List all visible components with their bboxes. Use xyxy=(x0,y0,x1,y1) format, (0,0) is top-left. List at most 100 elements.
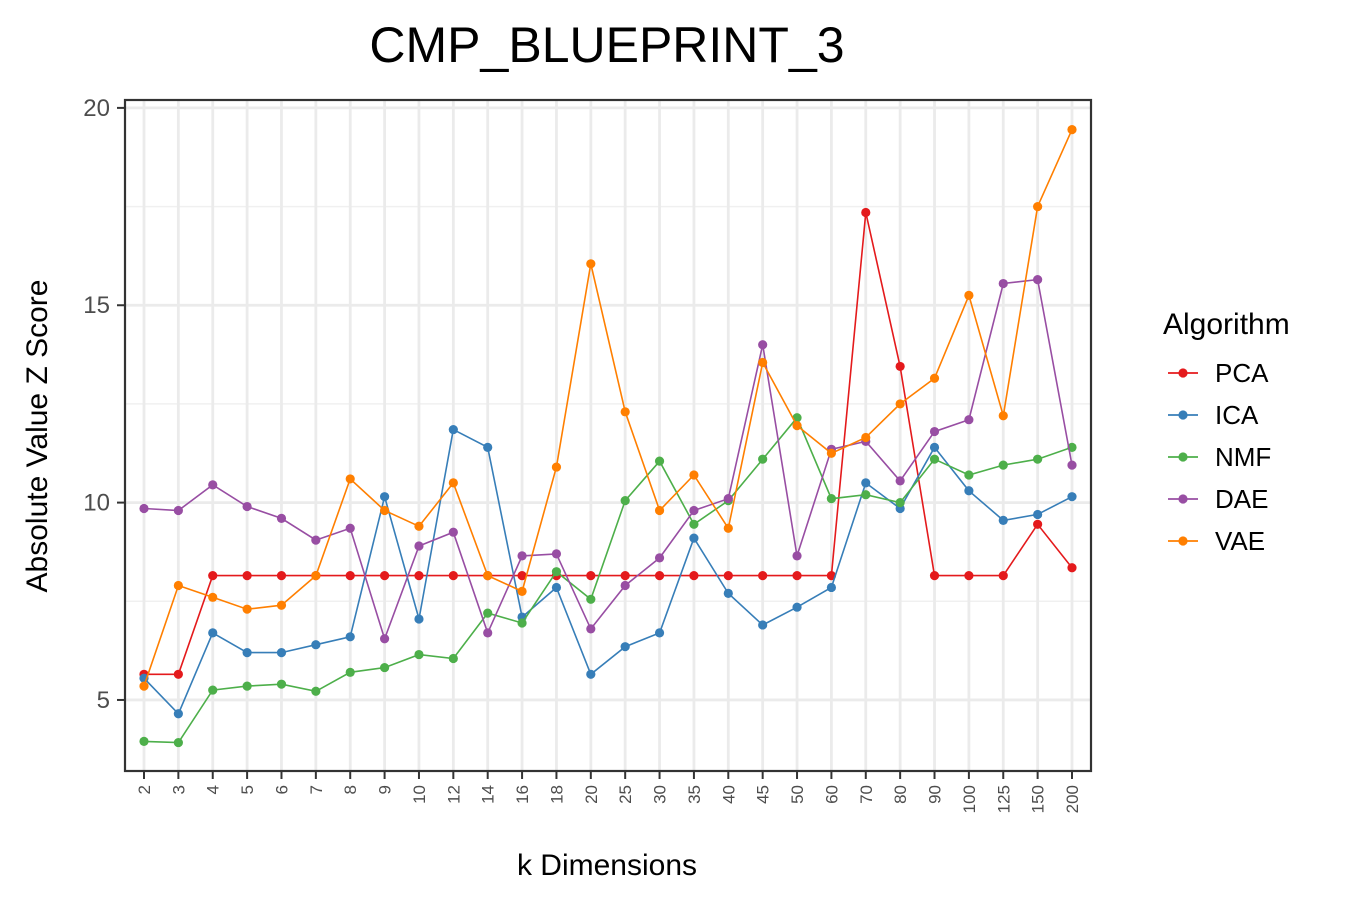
data-point-dae xyxy=(620,580,630,591)
data-point-dae xyxy=(895,476,905,486)
data-point-vae xyxy=(861,432,871,443)
y-axis: 5 10 15 20 xyxy=(83,95,125,714)
data-point-vae xyxy=(758,357,768,368)
data-point-dae xyxy=(414,541,424,551)
data-point-vae xyxy=(379,505,390,516)
data-point-ica xyxy=(242,647,252,658)
data-point-vae xyxy=(483,571,493,581)
data-point-ica xyxy=(483,442,493,452)
legend-label-ica: ICA xyxy=(1215,400,1259,430)
data-point-pca xyxy=(414,571,424,581)
data-point-ica xyxy=(345,632,355,642)
x-tick-label: 9 xyxy=(376,785,395,794)
data-point-nmf xyxy=(861,490,871,500)
y-tick-label: 15 xyxy=(83,292,110,319)
data-point-ica xyxy=(758,620,768,630)
data-point-vae xyxy=(654,505,665,516)
data-point-pca xyxy=(654,571,665,581)
data-point-dae xyxy=(723,494,733,504)
data-point-nmf xyxy=(586,594,596,604)
legend-label-vae: VAE xyxy=(1215,526,1265,556)
data-point-dae xyxy=(345,523,355,533)
data-point-vae xyxy=(620,407,630,417)
data-point-ica xyxy=(208,628,218,638)
data-point-nmf xyxy=(483,608,493,618)
x-tick-label: 70 xyxy=(857,785,876,804)
data-point-pca xyxy=(826,571,837,581)
legend-key-point-ica xyxy=(1178,410,1188,420)
data-point-vae xyxy=(551,462,562,472)
data-point-ica xyxy=(173,709,183,719)
data-point-vae xyxy=(311,571,321,581)
data-point-vae xyxy=(276,600,287,610)
data-point-ica xyxy=(311,640,321,650)
data-point-ica xyxy=(826,582,837,593)
series-layer xyxy=(139,125,1077,748)
x-tick-label: 5 xyxy=(238,785,257,794)
data-point-vae xyxy=(242,604,252,614)
chart-title: CMP_BLUEPRINT_3 xyxy=(369,17,844,73)
data-point-vae xyxy=(792,421,802,431)
data-point-pca xyxy=(379,571,390,581)
data-point-dae xyxy=(551,549,562,559)
data-point-dae xyxy=(311,535,321,545)
x-tick-label: 12 xyxy=(444,785,463,804)
y-tick-label: 5 xyxy=(97,687,110,714)
data-point-ica xyxy=(654,628,665,638)
data-point-nmf xyxy=(1033,454,1043,464)
data-point-pca xyxy=(586,571,596,581)
x-tick-label: 16 xyxy=(513,785,532,804)
data-point-pca xyxy=(895,361,905,372)
data-point-ica xyxy=(792,602,802,612)
x-tick-label: 20 xyxy=(582,785,601,804)
data-point-nmf xyxy=(929,454,940,464)
x-tick-label: 40 xyxy=(719,785,738,804)
data-point-nmf xyxy=(758,454,768,464)
data-point-dae xyxy=(654,553,665,563)
data-point-ica xyxy=(964,486,974,496)
x-tick-label: 35 xyxy=(685,785,704,804)
plot-panel-border xyxy=(123,98,1093,773)
x-tick-label: 8 xyxy=(341,785,360,794)
data-point-dae xyxy=(483,628,493,638)
data-point-dae xyxy=(276,513,287,523)
data-point-pca xyxy=(208,571,218,581)
data-point-dae xyxy=(964,415,974,425)
legend-key-point-nmf xyxy=(1178,452,1188,462)
data-point-vae xyxy=(586,259,596,269)
legend-key-point-vae xyxy=(1178,536,1188,546)
data-point-pca xyxy=(276,571,287,581)
data-point-ica xyxy=(1033,509,1043,520)
data-point-vae xyxy=(139,681,149,691)
data-point-nmf xyxy=(345,667,355,677)
data-point-dae xyxy=(173,505,183,516)
data-point-nmf xyxy=(276,679,287,689)
data-point-nmf xyxy=(689,519,699,529)
x-tick-label: 7 xyxy=(307,785,326,794)
x-axis: 2 3 4 5 6 7 8 9 10 12 14 16 18 20 25 30 35 40 45 50 60 70 80 90… xyxy=(135,771,1082,813)
data-point-dae xyxy=(379,634,390,644)
x-tick-label: 25 xyxy=(616,785,635,804)
series-line-ica xyxy=(143,428,1073,716)
data-point-nmf xyxy=(173,737,183,748)
data-point-dae xyxy=(448,527,458,537)
x-tick-label: 90 xyxy=(926,785,945,804)
data-point-pca xyxy=(517,571,527,581)
data-point-pca xyxy=(1067,563,1077,573)
data-point-pca xyxy=(964,571,974,581)
data-point-dae xyxy=(517,551,527,561)
major-gridlines xyxy=(125,100,1091,771)
data-point-ica xyxy=(861,478,871,488)
data-point-ica xyxy=(551,582,562,593)
x-tick-label: 30 xyxy=(651,785,670,804)
x-tick-label: 60 xyxy=(822,785,841,804)
y-axis-title: Absolute Value Z Score xyxy=(21,280,54,593)
data-point-ica xyxy=(998,515,1008,525)
data-point-vae xyxy=(998,411,1008,421)
data-point-ica xyxy=(586,669,596,679)
data-point-dae xyxy=(758,340,768,350)
data-point-vae xyxy=(929,373,940,383)
x-tick-label: 100 xyxy=(960,785,979,813)
x-tick-label: 80 xyxy=(891,785,910,804)
